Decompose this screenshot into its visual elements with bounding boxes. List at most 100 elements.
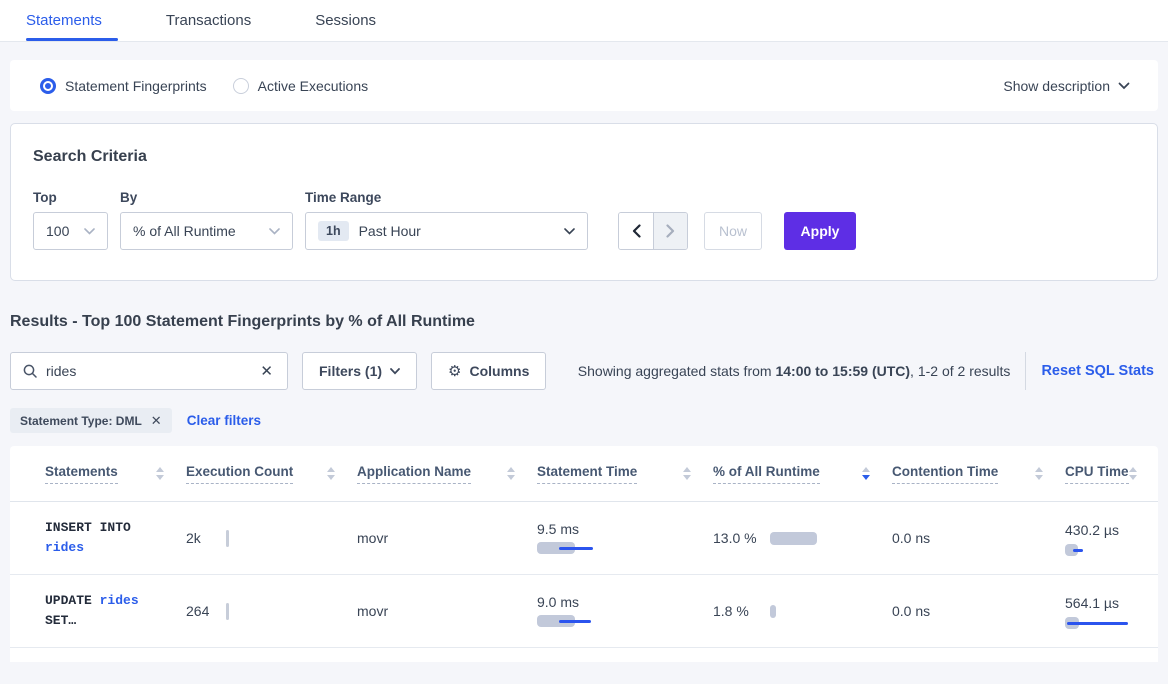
column-header-execution-count[interactable]: Execution Count [186, 464, 357, 484]
statement-link[interactable]: rides [99, 593, 139, 608]
radio-active-executions[interactable]: Active Executions [232, 77, 369, 94]
execution-count-bar [226, 602, 229, 620]
time-range-badge: 1h [318, 221, 349, 241]
by-value: % of All Runtime [133, 223, 236, 239]
statement-time-bar [537, 542, 575, 554]
statements-table: Statements Execution Count Application N… [10, 446, 1158, 662]
search-criteria-panel: Search Criteria Top 100 By % of All Runt… [10, 123, 1158, 281]
table-row: INSERT INTO rides 2k movr 9.5 ms 13.0 % … [10, 502, 1158, 575]
cpu-time-stddev-line [1067, 621, 1128, 625]
tab-statements[interactable]: Statements [26, 0, 118, 41]
chevron-down-icon [269, 227, 280, 235]
column-header-cpu-time[interactable]: CPU Time [1065, 464, 1158, 484]
prev-time-window-button[interactable] [619, 213, 653, 249]
next-time-window-button[interactable] [653, 213, 687, 249]
time-range-field: Time Range 1h Past Hour [305, 190, 606, 250]
table-row: UPDATE rides SET… 264 movr 9.0 ms 1.8 % … [10, 575, 1158, 648]
application-name-cell: movr [357, 530, 389, 546]
execution-count-bar [226, 529, 229, 547]
radio-label: Statement Fingerprints [65, 77, 207, 94]
execution-count-cell: 2k [186, 529, 357, 547]
radio-statement-fingerprints[interactable]: Statement Fingerprints [40, 77, 207, 94]
sort-icon[interactable] [1128, 466, 1137, 480]
clear-search-icon[interactable]: ✕ [260, 363, 273, 380]
view-toggle-panel: Statement Fingerprints Active Executions… [10, 60, 1158, 111]
results-controls-row: ✕ Filters (1) ⚙ Columns Showing aggregat… [10, 352, 1158, 390]
chevron-right-icon [666, 224, 675, 238]
runtime-pct-cell: 1.8 % [713, 602, 892, 621]
chevron-down-icon [84, 227, 95, 235]
column-header-contention-time[interactable]: Contention Time [892, 464, 1065, 484]
column-header-runtime-pct[interactable]: % of All Runtime [713, 464, 892, 484]
by-label: By [120, 190, 138, 205]
remove-filter-icon[interactable]: ✕ [150, 412, 162, 428]
filters-button[interactable]: Filters (1) [302, 352, 418, 390]
cpu-time-bar [1065, 543, 1078, 556]
search-criteria-title: Search Criteria [33, 148, 147, 165]
sort-icon[interactable] [1035, 466, 1043, 480]
cpu-time-stddev-line [1073, 548, 1083, 552]
top-select[interactable]: 100 [33, 212, 108, 250]
now-button[interactable]: Now [704, 212, 762, 250]
statement-time-cell: 9.0 ms [537, 594, 713, 628]
filters-label: Filters (1) [319, 363, 383, 379]
radio-label: Active Executions [257, 77, 369, 94]
statement-time-stddev-line [559, 620, 591, 623]
chevron-down-icon [564, 227, 575, 235]
filter-chip-statement-type[interactable]: Statement Type: DML ✕ [10, 408, 172, 433]
by-field: By % of All Runtime [120, 190, 293, 250]
statement-search-box: ✕ [10, 352, 288, 390]
time-range-label: Time Range [305, 190, 382, 205]
aggregated-stats-text: Showing aggregated stats from 14:00 to 1… [577, 363, 1011, 379]
stats-time-range: 14:00 to 15:59 (UTC) [775, 363, 911, 379]
sort-icon[interactable] [327, 466, 335, 480]
top-label: Top [33, 190, 57, 205]
cpu-time-cell: 430.2 µs [1065, 520, 1158, 557]
sort-icon[interactable] [156, 466, 164, 480]
clear-filters-link[interactable]: Clear filters [186, 413, 261, 428]
chevron-left-icon [632, 224, 641, 238]
columns-label: Columns [469, 363, 530, 379]
by-select[interactable]: % of All Runtime [120, 212, 293, 250]
cpu-time-cell: 564.1 µs [1065, 593, 1158, 630]
tab-transactions[interactable]: Transactions [165, 12, 252, 29]
chevron-down-icon [390, 367, 400, 375]
vertical-divider [1025, 352, 1027, 390]
runtime-pct-cell: 13.0 % [713, 529, 892, 548]
runtime-pct-bar [770, 531, 817, 545]
radio-unselected-icon [232, 77, 249, 94]
top-field: Top 100 [33, 190, 108, 250]
statement-fingerprint-cell: UPDATE rides SET… [45, 593, 139, 628]
column-header-statement-time[interactable]: Statement Time [537, 464, 713, 484]
search-input[interactable] [46, 363, 259, 379]
radio-selected-icon [40, 77, 56, 94]
top-value: 100 [46, 223, 70, 239]
apply-button[interactable]: Apply [784, 212, 856, 250]
execution-count-cell: 264 [186, 602, 357, 620]
show-description-label: Show description [1003, 77, 1110, 94]
filter-chip-label: Statement Type: DML [20, 413, 142, 428]
chevron-down-icon [1118, 82, 1130, 89]
columns-button[interactable]: ⚙ Columns [431, 352, 547, 390]
contention-time-cell: 0.0 ns [892, 530, 931, 546]
statement-time-cell: 9.5 ms [537, 521, 713, 555]
show-description-toggle[interactable]: Show description [1003, 78, 1130, 94]
search-icon [23, 364, 37, 378]
sort-icon[interactable] [507, 466, 515, 480]
reset-sql-stats-link[interactable]: Reset SQL Stats [1041, 363, 1154, 379]
time-range-select[interactable]: 1h Past Hour [305, 212, 588, 250]
runtime-pct-bar [770, 604, 776, 618]
statement-time-stddev-line [559, 547, 593, 550]
statement-fingerprint-cell: INSERT INTO rides [45, 520, 131, 555]
statement-time-bar [537, 615, 575, 627]
time-window-nav [618, 212, 688, 250]
column-header-statements[interactable]: Statements [45, 464, 186, 484]
time-range-value: Past Hour [358, 223, 421, 239]
statement-link[interactable]: rides [45, 540, 85, 555]
sort-icon[interactable] [683, 466, 691, 480]
tab-sessions[interactable]: Sessions [315, 12, 377, 29]
sort-icon[interactable] [862, 466, 870, 480]
application-name-cell: movr [357, 603, 389, 619]
column-header-application-name[interactable]: Application Name [357, 464, 537, 484]
results-heading: Results - Top 100 Statement Fingerprints… [10, 313, 475, 330]
